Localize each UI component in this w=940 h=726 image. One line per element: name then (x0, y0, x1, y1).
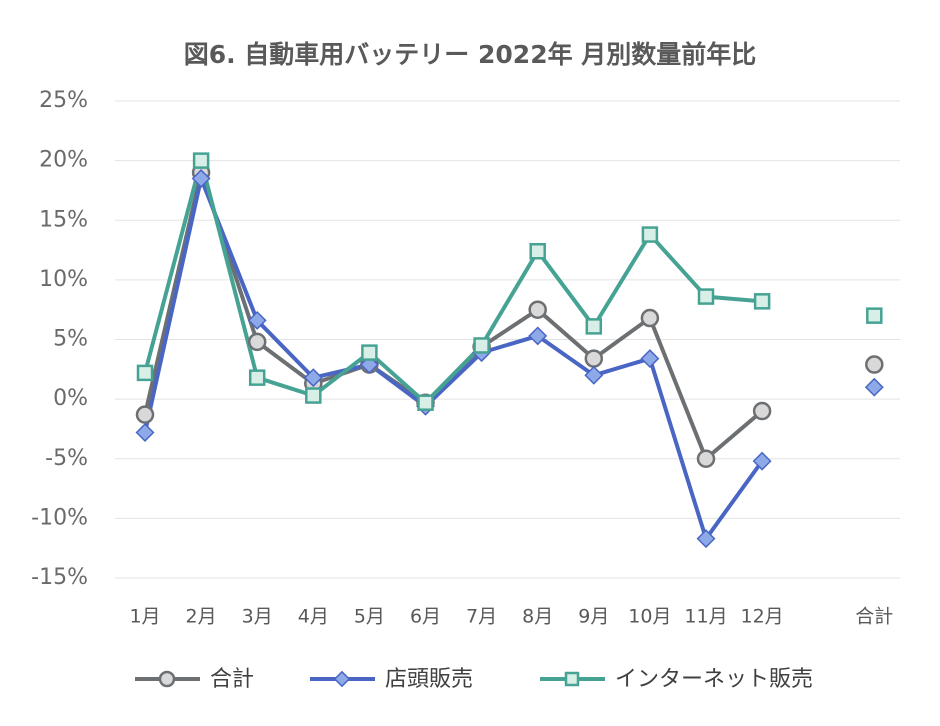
y-tick-label: 25% (39, 88, 88, 113)
marker (528, 300, 547, 319)
legend-label: 店頭販売 (385, 667, 473, 692)
x-tick-label: 3月 (242, 606, 273, 628)
legend-marker (564, 671, 580, 687)
series-line (145, 179, 874, 539)
y-tick-label: -15% (31, 565, 88, 590)
x-tick-label: 6月 (410, 606, 441, 628)
marker (865, 355, 884, 374)
marker (528, 326, 548, 346)
marker (752, 401, 772, 421)
marker (697, 288, 715, 305)
x-tick-label: 9月 (578, 606, 609, 628)
marker (192, 152, 210, 169)
y-tick-label: 0% (53, 386, 88, 411)
marker (752, 451, 772, 471)
marker (696, 529, 716, 549)
x-tick-label: 5月 (354, 606, 385, 628)
marker (136, 364, 154, 382)
x-tick-label: 8月 (522, 606, 553, 628)
marker (135, 405, 155, 424)
x-tick-label: 2月 (186, 606, 217, 628)
marker (585, 318, 603, 335)
marker (473, 337, 490, 354)
y-tick-label: 5% (53, 327, 88, 352)
marker (247, 332, 267, 352)
marker (303, 368, 323, 388)
marker (361, 344, 378, 361)
marker (135, 423, 155, 442)
marker (417, 394, 434, 411)
marker (248, 369, 266, 386)
y-tick-label: 20% (39, 148, 88, 173)
legend-label: インターネット販売 (615, 667, 813, 692)
marker (529, 243, 546, 260)
chart-title: 図6. 自動車用バッテリー 2022年 月別数量前年比 (184, 40, 757, 69)
marker (247, 310, 267, 330)
y-tick-label: -10% (31, 505, 88, 530)
x-tick-label: 4月 (298, 606, 329, 628)
marker (640, 349, 660, 369)
marker (866, 307, 883, 324)
x-tick-label: 7月 (466, 606, 497, 628)
legend-label: 合計 (210, 667, 254, 692)
marker (864, 377, 884, 397)
marker (191, 169, 211, 188)
marker (584, 349, 604, 368)
series-line (145, 161, 874, 403)
y-tick-label: 15% (39, 207, 88, 232)
marker (696, 449, 716, 468)
marker (305, 387, 322, 404)
legend-marker (333, 670, 351, 688)
x-tick-label: 11月 (684, 606, 727, 628)
marker (584, 365, 604, 385)
x-tick-label: 10月 (628, 606, 671, 628)
marker (359, 355, 379, 375)
marker (641, 226, 659, 243)
legend-marker (158, 670, 176, 688)
marker (640, 308, 660, 328)
y-tick-label: -5% (45, 446, 88, 471)
marker (753, 293, 771, 310)
x-tick-label: 合計 (855, 606, 893, 628)
x-tick-label: 1月 (129, 606, 160, 628)
y-tick-label: 10% (39, 267, 88, 292)
x-tick-label: 12月 (741, 606, 784, 628)
